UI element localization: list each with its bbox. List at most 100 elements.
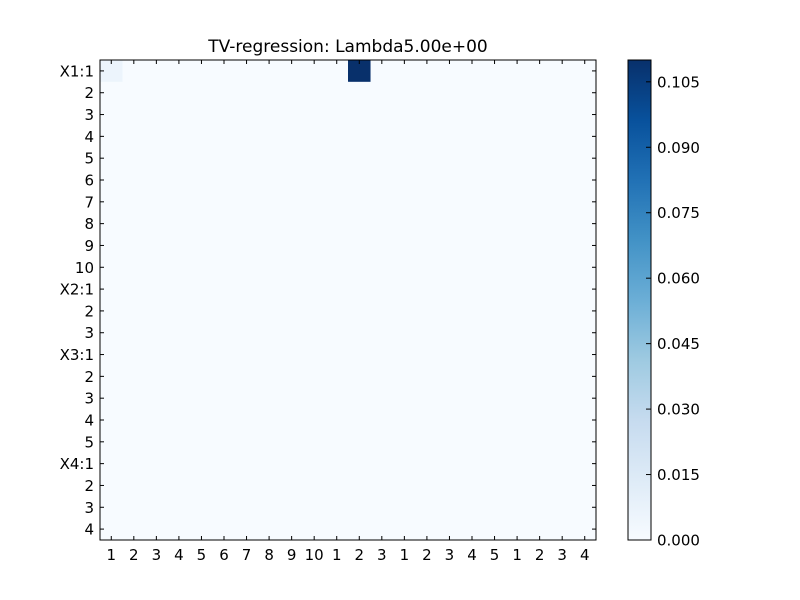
heatmap-cell-r3-c2 (145, 125, 168, 148)
heatmap-cell-r0-c20 (550, 60, 574, 83)
heatmap-cell-r6-c11 (348, 190, 371, 214)
heatmap-cell-r15-c11 (348, 387, 371, 410)
heatmap-cell-r21-c3 (167, 518, 191, 541)
heatmap-cell-r8-c16 (460, 234, 484, 257)
row-tick-label: 4 (84, 128, 94, 146)
heatmap-cell-r16-c2 (145, 409, 168, 432)
heatmap-cell-r15-c10 (325, 387, 349, 410)
heatmap-cell-r17-c8 (280, 430, 304, 454)
heatmap-cell-r17-c15 (438, 430, 462, 454)
heatmap-cell-r9-c18 (505, 256, 529, 279)
heatmap-cell-r3-c21 (573, 125, 597, 148)
col-tick-label: 5 (490, 546, 500, 564)
heatmap-cells (100, 60, 597, 541)
colorbar-tick-label: 0.030 (657, 401, 700, 419)
heatmap-cell-r17-c12 (370, 430, 394, 454)
heatmap-cell-r0-c7 (257, 60, 281, 83)
heatmap-cell-r8-c17 (483, 234, 507, 257)
heatmap-cell-r7-c17 (483, 212, 507, 235)
heatmap-cell-r3-c20 (550, 125, 574, 148)
heatmap-cell-r5-c3 (167, 169, 191, 192)
heatmap-cell-r10-c7 (257, 278, 281, 301)
heatmap-cell-r2-c19 (528, 103, 552, 126)
heatmap-cell-r14-c20 (550, 365, 574, 388)
heatmap-cell-r1-c4 (190, 81, 214, 104)
heatmap-cell-r6-c19 (528, 190, 552, 214)
heatmap-cell-r13-c11 (348, 343, 371, 366)
heatmap-cell-r12-c2 (145, 321, 168, 344)
heatmap-cell-r8-c11 (348, 234, 371, 257)
heatmap-cell-r19-c8 (280, 474, 304, 497)
heatmap-cell-r3-c6 (235, 125, 259, 148)
col-tick-label: 3 (557, 546, 567, 564)
colorbar-tick-label: 0.075 (657, 204, 700, 222)
heatmap-cell-r5-c17 (483, 169, 507, 192)
heatmap-cell-r9-c7 (257, 256, 281, 279)
heatmap-cell-r16-c11 (348, 409, 371, 432)
heatmap-cell-r7-c5 (212, 212, 236, 235)
heatmap-cell-r3-c3 (167, 125, 191, 148)
heatmap-cell-r15-c3 (167, 387, 191, 410)
col-tick-label: 3 (152, 546, 162, 564)
heatmap-cell-r18-c14 (415, 452, 439, 475)
heatmap-cell-r2-c8 (280, 103, 304, 126)
heatmap-cell-r16-c1 (122, 409, 146, 432)
heatmap-cell-r0-c18 (505, 60, 529, 83)
heatmap-cell-r2-c16 (460, 103, 484, 126)
heatmap-cell-r17-c17 (483, 430, 507, 454)
heatmap-cell-r3-c17 (483, 125, 507, 148)
heatmap-cell-r6-c20 (550, 190, 574, 214)
heatmap-cell-r16-c9 (302, 409, 326, 432)
heatmap-cell-r7-c0 (100, 212, 123, 235)
heatmap-cell-r12-c16 (460, 321, 484, 344)
heatmap-cell-r9-c12 (370, 256, 394, 279)
heatmap-cell-r13-c13 (393, 343, 416, 366)
heatmap-cell-r4-c11 (348, 147, 371, 170)
heatmap-cell-r10-c20 (550, 278, 574, 301)
heatmap-cell-r6-c12 (370, 190, 394, 214)
row-tick-label: X4:1 (60, 455, 94, 473)
heatmap-cell-r12-c6 (235, 321, 259, 344)
heatmap-cell-r4-c8 (280, 147, 304, 170)
heatmap-cell-r13-c9 (302, 343, 326, 366)
heatmap-cell-r20-c4 (190, 496, 214, 519)
heatmap-cell-r15-c12 (370, 387, 394, 410)
heatmap-cell-r20-c19 (528, 496, 552, 519)
row-tick-label: X2:1 (60, 281, 94, 299)
col-tick-label: 6 (219, 546, 229, 564)
heatmap-cell-r2-c0 (100, 103, 123, 126)
heatmap-cell-r12-c9 (302, 321, 326, 344)
heatmap-cell-r12-c5 (212, 321, 236, 344)
row-tick-label: 3 (84, 106, 94, 124)
heatmap-cell-r19-c6 (235, 474, 259, 497)
heatmap-cell-r4-c18 (505, 147, 529, 170)
heatmap-cell-r14-c14 (415, 365, 439, 388)
heatmap-cell-r0-c8 (280, 60, 304, 83)
heatmap-cell-r21-c10 (325, 518, 349, 541)
heatmap-cell-r8-c12 (370, 234, 394, 257)
heatmap-cell-r9-c16 (460, 256, 484, 279)
heatmap-cell-r21-c0 (100, 518, 123, 541)
col-tick-label: 1 (512, 546, 522, 564)
heatmap-cell-r16-c7 (257, 409, 281, 432)
heatmap-cell-r13-c3 (167, 343, 191, 366)
heatmap-cell-r9-c2 (145, 256, 168, 279)
heatmap-cell-r20-c6 (235, 496, 259, 519)
heatmap-cell-r7-c10 (325, 212, 349, 235)
heatmap-cell-r0-c17 (483, 60, 507, 83)
heatmap-cell-r11-c19 (528, 300, 552, 323)
heatmap-cell-r6-c17 (483, 190, 507, 214)
heatmap-cell-r10-c11 (348, 278, 371, 301)
col-tick-label: 4 (467, 546, 477, 564)
heatmap-cell-r21-c21 (573, 518, 597, 541)
heatmap-cell-r20-c14 (415, 496, 439, 519)
heatmap-cell-r1-c0 (100, 81, 123, 104)
heatmap-cell-r19-c5 (212, 474, 236, 497)
heatmap-cell-r1-c7 (257, 81, 281, 104)
heatmap-cell-r13-c10 (325, 343, 349, 366)
plot-frame (99, 59, 597, 541)
heatmap-cell-r3-c7 (257, 125, 281, 148)
heatmap-cell-r0-c19 (528, 60, 552, 83)
row-tick-label: 3 (84, 499, 94, 517)
col-tick-label: 3 (445, 546, 455, 564)
